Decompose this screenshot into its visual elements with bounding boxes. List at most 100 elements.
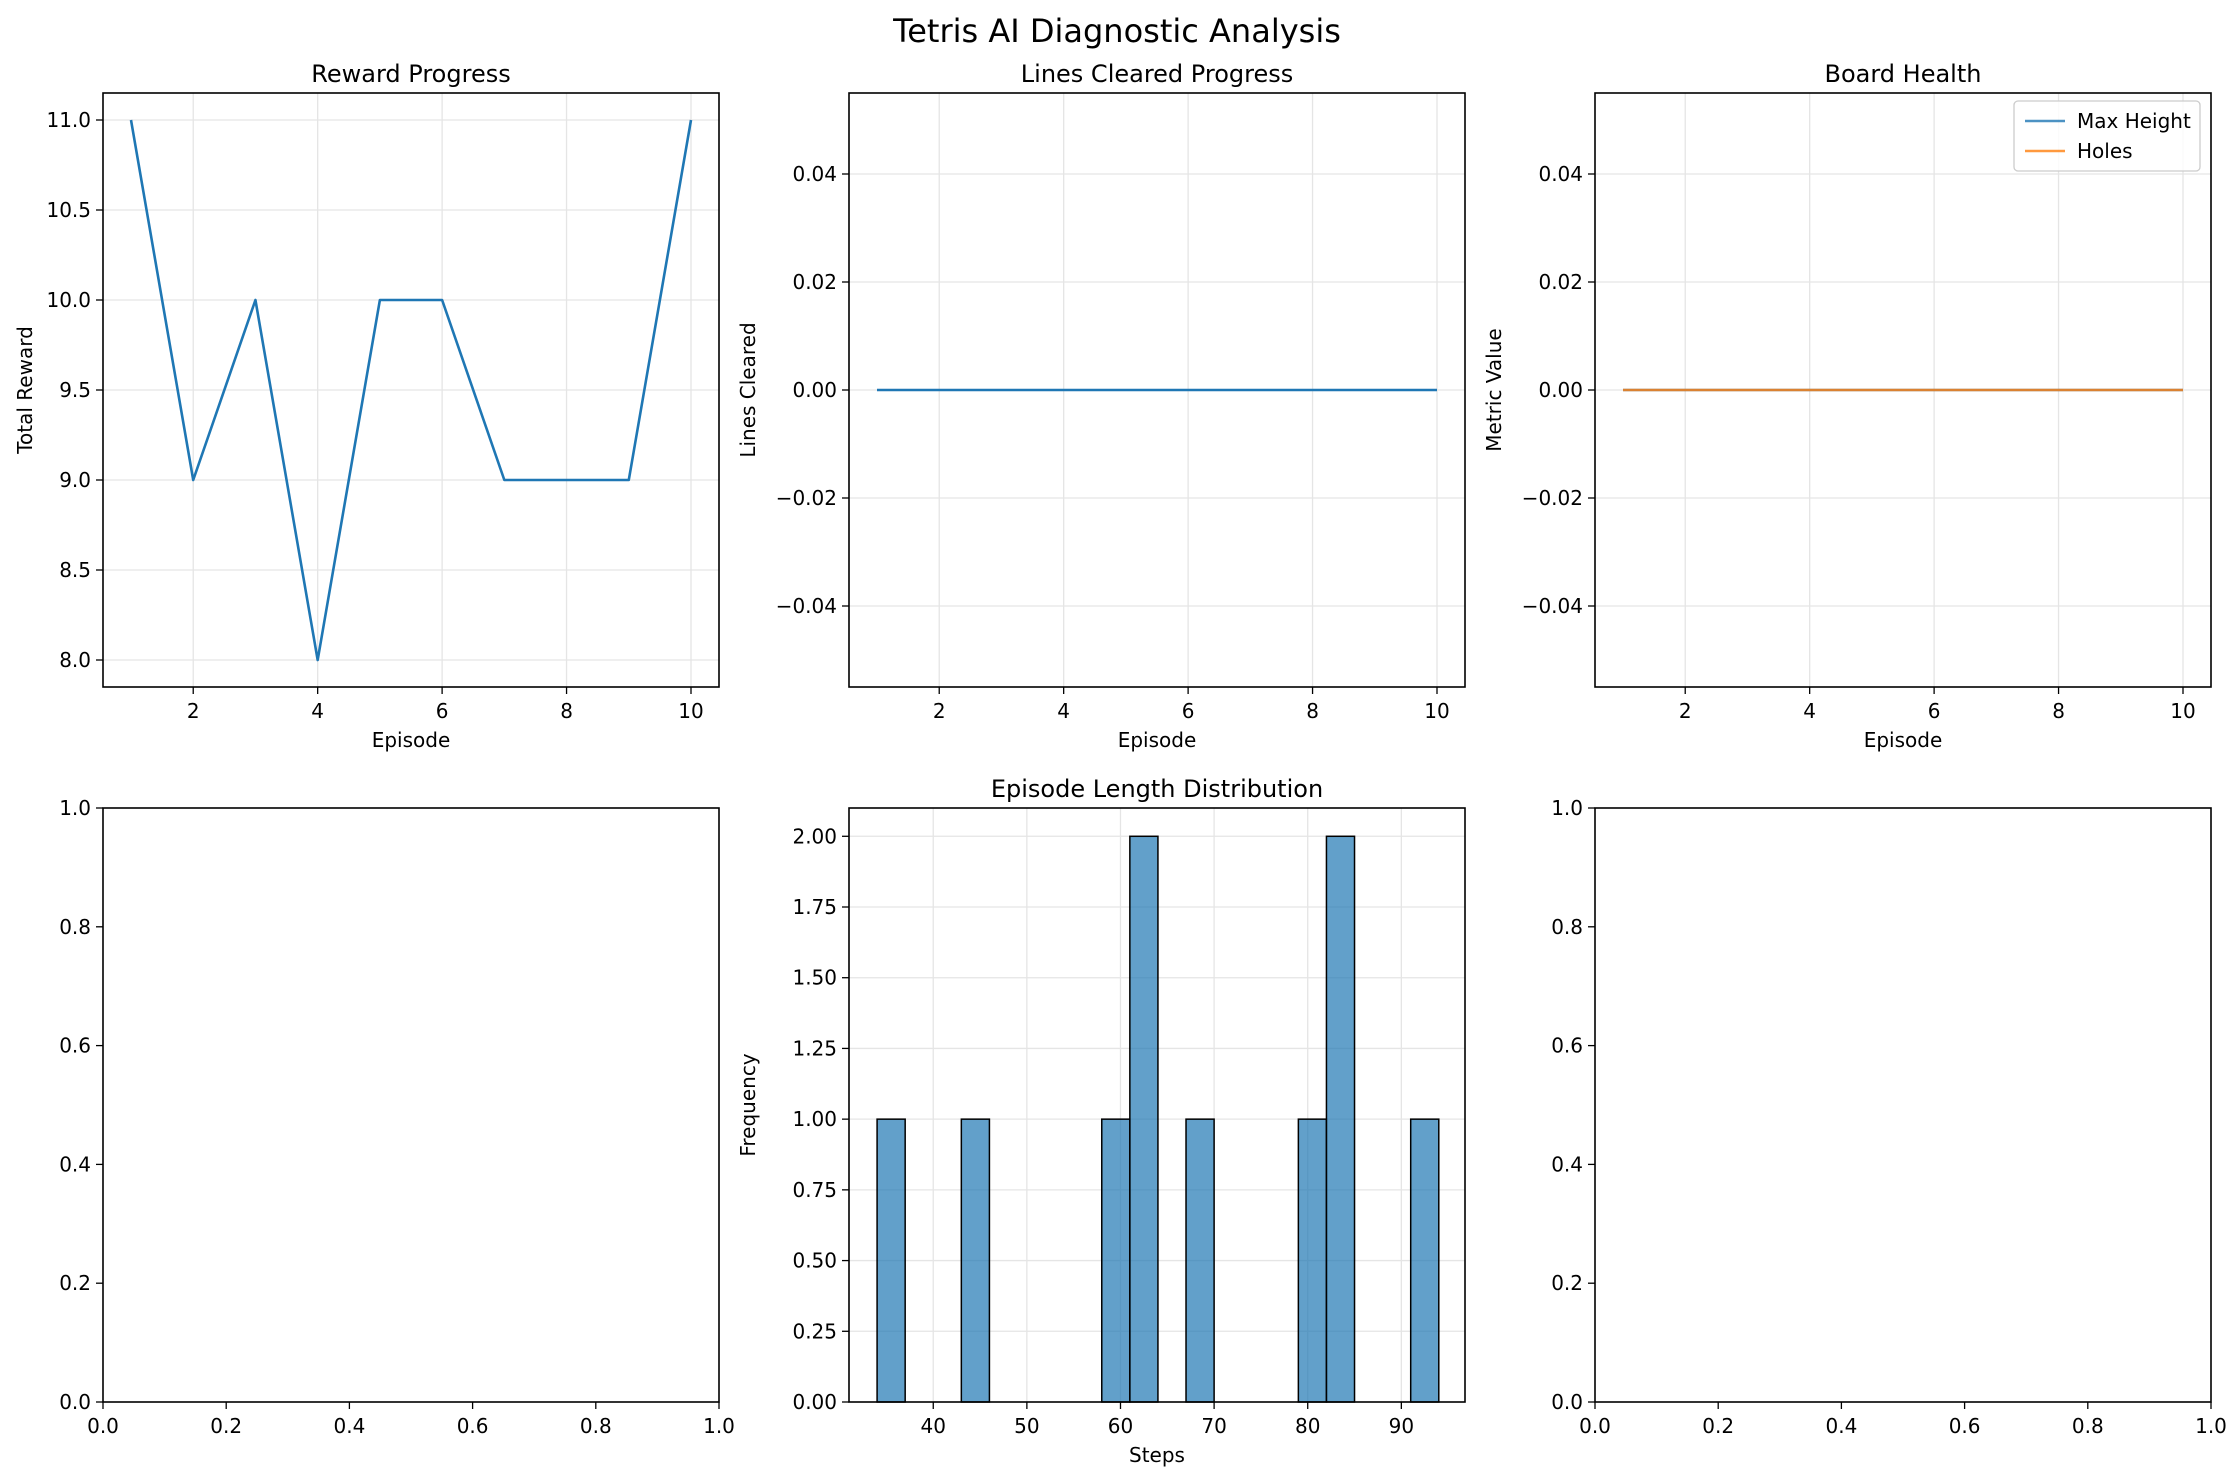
- x-tick-label: 8: [560, 699, 573, 723]
- x-tick-label: 2: [933, 699, 946, 723]
- y-tick-label: 9.0: [59, 468, 91, 492]
- x-tick-label: 0.2: [1702, 1414, 1734, 1438]
- x-tick-label: 6: [1928, 699, 1941, 723]
- y-tick-label: 1.0: [59, 796, 91, 820]
- y-axis-label: Metric Value: [1482, 328, 1506, 451]
- y-tick-label: −0.02: [1522, 486, 1583, 510]
- x-tick-label: 4: [1057, 699, 1070, 723]
- histogram-bar: [1325, 835, 1356, 1403]
- x-tick-label: 4: [311, 699, 324, 723]
- y-tick-label: 0.50: [792, 1249, 837, 1273]
- x-tick-label: 8: [2052, 699, 2065, 723]
- axes-frame: [102, 807, 720, 1403]
- x-tick-label: 0.0: [1579, 1414, 1611, 1438]
- histogram-bar: [1185, 1118, 1215, 1403]
- y-tick-label: 0.8: [1551, 915, 1583, 939]
- y-tick-label: 0.0: [59, 1390, 91, 1414]
- x-axis-label: Steps: [1129, 1443, 1185, 1467]
- x-tick-label: 4: [1803, 699, 1816, 723]
- x-axis-label: Episode: [1118, 728, 1197, 752]
- y-tick-label: 8.5: [59, 558, 91, 582]
- y-tick-label: 10.5: [46, 198, 91, 222]
- y-tick-label: 9.5: [59, 378, 91, 402]
- y-tick-label: 1.75: [792, 895, 837, 919]
- y-tick-label: 0.00: [792, 378, 837, 402]
- x-tick-label: 2: [1679, 699, 1692, 723]
- y-tick-label: 2.00: [792, 824, 837, 848]
- x-tick-label: 10: [1424, 699, 1449, 723]
- y-tick-label: 0.04: [792, 162, 837, 186]
- y-tick-label: 11.0: [46, 108, 91, 132]
- legend-label: Max Height: [2077, 109, 2191, 133]
- histogram-bar: [876, 1118, 906, 1403]
- y-axis-label: Total Reward: [13, 326, 37, 455]
- y-tick-label: 0.4: [1551, 1152, 1583, 1176]
- x-tick-label: 10: [678, 699, 703, 723]
- y-axis-label: Lines Cleared: [736, 322, 760, 457]
- x-tick-label: 2: [187, 699, 200, 723]
- histogram-bar: [960, 1118, 991, 1403]
- y-tick-label: 0.6: [59, 1034, 91, 1058]
- x-tick-label: 0.8: [580, 1414, 612, 1438]
- series-line-0: [129, 119, 693, 662]
- subplot-title: Reward Progress: [311, 60, 510, 88]
- x-tick-label: 0.6: [457, 1414, 489, 1438]
- subplot-reward: 2 4 6 8 10 8.0 8.5 9.0 9.5 10.0 10.5 11.0 Reward Pro…: [13, 60, 720, 752]
- subplot-title: Episode Length Distribution: [991, 775, 1323, 803]
- axes-frame: [1594, 807, 2212, 1403]
- figure-title: Tetris AI Diagnostic Analysis: [892, 12, 1341, 50]
- y-tick-label: 0.02: [792, 270, 837, 294]
- y-tick-label: 0.00: [1538, 378, 1583, 402]
- y-tick-label: 0.4: [59, 1152, 91, 1176]
- y-tick-label: 8.0: [59, 648, 91, 672]
- x-tick-label: 6: [1182, 699, 1195, 723]
- subplot-health: 2 4 6 8 10 −0.04 −0.02 0.00 0.02 0.04 Board Health…: [1482, 60, 2212, 752]
- legend-box: [2013, 100, 2201, 172]
- y-tick-label: 0.0: [1551, 1390, 1583, 1414]
- subplots-grid: 2 4 6 8 10 8.0 8.5 9.0 9.5 10.0 10.5 11.0 Reward Pro…: [13, 60, 2227, 1467]
- x-tick-label: 80: [1295, 1414, 1320, 1438]
- histogram-bar: [1129, 835, 1159, 1403]
- x-axis-label: Episode: [372, 728, 451, 752]
- subplot-empty1: 0.0 0.2 0.4 0.6 0.8 1.0 0.0 0.2 0.4 0.6 0.8 1.0: [59, 796, 735, 1438]
- y-tick-label: 0.6: [1551, 1034, 1583, 1058]
- histogram-bar: [1101, 1118, 1131, 1403]
- y-tick-label: 1.50: [792, 966, 837, 990]
- y-tick-label: 0.2: [59, 1271, 91, 1295]
- y-tick-label: −0.04: [1522, 594, 1583, 618]
- y-tick-label: −0.02: [776, 486, 837, 510]
- x-tick-label: 0.0: [87, 1414, 119, 1438]
- axes-frame: [848, 807, 1466, 1403]
- x-tick-label: 0.2: [210, 1414, 242, 1438]
- y-tick-label: 0.8: [59, 915, 91, 939]
- x-tick-label: 1.0: [2195, 1414, 2227, 1438]
- x-tick-label: 50: [1014, 1414, 1039, 1438]
- x-tick-label: 1.0: [703, 1414, 735, 1438]
- y-tick-label: 0.04: [1538, 162, 1583, 186]
- y-axis-label: Frequency: [736, 1053, 760, 1156]
- x-tick-label: 6: [436, 699, 449, 723]
- x-axis-label: Episode: [1864, 728, 1943, 752]
- legend-label: Holes: [2077, 139, 2133, 163]
- subplot-hist: 40 50 60 70 80 90 0.00 0.25 0.50 0.75 1.00 1.25 1.50…: [736, 775, 1466, 1467]
- x-tick-label: 60: [1108, 1414, 1133, 1438]
- subplot-lines: 2 4 6 8 10 −0.04 −0.02 0.00 0.02 0.04 Lines Cleare…: [736, 60, 1466, 752]
- histogram-bar: [1297, 1118, 1328, 1403]
- y-tick-label: 1.00: [792, 1107, 837, 1131]
- x-tick-label: 0.4: [333, 1414, 365, 1438]
- histogram-bar: [1409, 1118, 1440, 1403]
- x-tick-label: 8: [1306, 699, 1319, 723]
- y-tick-label: −0.04: [776, 594, 837, 618]
- y-tick-label: 0.75: [792, 1178, 837, 1202]
- y-tick-label: 0.25: [792, 1319, 837, 1343]
- y-tick-label: 10.0: [46, 288, 91, 312]
- y-tick-label: 1.25: [792, 1036, 837, 1060]
- subplot-empty2: 0.0 0.2 0.4 0.6 0.8 1.0 0.0 0.2 0.4 0.6 0.8 1.0: [1551, 796, 2227, 1438]
- subplot-title: Board Health: [1825, 60, 1982, 88]
- x-tick-label: 0.6: [1949, 1414, 1981, 1438]
- y-tick-label: 0.00: [792, 1390, 837, 1414]
- x-tick-label: 70: [1201, 1414, 1226, 1438]
- x-tick-label: 10: [2170, 699, 2195, 723]
- y-tick-label: 1.0: [1551, 796, 1583, 820]
